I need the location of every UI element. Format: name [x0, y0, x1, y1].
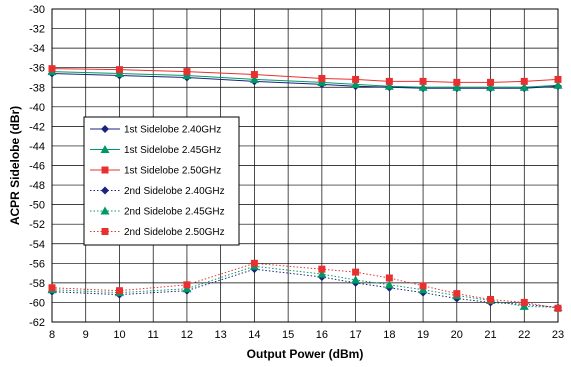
series-lines	[51, 68, 559, 309]
x-tick-label: 20	[451, 329, 463, 341]
data-point	[553, 80, 563, 89]
series-line-0	[51, 73, 559, 89]
data-point	[419, 282, 427, 290]
y-axis-tick-labels: -62 -60 -58 -56 -54 -52 -50 -48 -46 -44 -42 -40 -38 -…	[29, 4, 45, 329]
y-tick-label: -62	[29, 317, 45, 329]
x-tick-label: 21	[484, 329, 496, 341]
y-tick-label: -44	[29, 141, 45, 153]
data-point	[183, 68, 191, 76]
x-tick-label: 16	[316, 329, 328, 341]
x-tick-label: 18	[383, 329, 395, 341]
y-tick-label: -46	[29, 161, 45, 173]
data-point	[519, 82, 529, 91]
data-point	[487, 78, 495, 86]
series-line-4	[51, 265, 559, 308]
data-point	[486, 82, 496, 91]
data-point	[48, 284, 56, 292]
data-point	[115, 287, 123, 295]
legend: 1st Sidelobe 2.40GHz 1st Sidelobe 2.45GHz…	[83, 116, 240, 246]
x-tick-label: 9	[83, 329, 89, 341]
y-tick-label: -56	[29, 258, 45, 270]
data-point	[554, 75, 562, 83]
data-point	[487, 296, 495, 304]
x-tick-label: 11	[147, 329, 158, 341]
series-markers	[47, 65, 563, 312]
series-line-5	[51, 262, 559, 309]
data-point	[418, 82, 428, 91]
data-point	[318, 265, 326, 273]
y-tick-label: -42	[29, 121, 45, 133]
legend-label: 1st Sidelobe 2.45GHz	[124, 145, 221, 156]
x-tick-label: 23	[552, 329, 564, 341]
y-tick-label: -58	[29, 278, 45, 290]
x-tick-label: 13	[215, 329, 227, 341]
legend-marker	[101, 228, 109, 235]
x-tick-label: 10	[113, 329, 125, 341]
legend-label: 1st Sidelobe 2.40GHz	[124, 125, 221, 136]
y-tick-label: -38	[29, 82, 45, 94]
y-tick-label: -30	[29, 4, 45, 16]
series-line-3	[51, 268, 559, 308]
data-point	[351, 275, 361, 284]
data-point	[453, 78, 461, 86]
series-line-1	[51, 71, 559, 88]
y-tick-label: -60	[29, 297, 45, 309]
data-point	[384, 280, 394, 289]
legend-label: 1st Sidelobe 2.50GHz	[124, 166, 221, 177]
y-axis-title: ACPR Sidelobe (dBr)	[8, 106, 22, 225]
data-point	[452, 82, 462, 91]
x-tick-label: 14	[248, 329, 260, 341]
x-tick-label: 12	[181, 329, 193, 341]
data-point	[115, 66, 123, 74]
data-point	[318, 74, 326, 82]
data-point	[520, 77, 528, 85]
legend-label: 2nd Sidelobe 2.50GHz	[124, 227, 225, 238]
legend-marker	[100, 145, 110, 153]
legend-marker	[101, 166, 109, 174]
legend-marker	[101, 186, 109, 195]
data-point	[317, 269, 327, 278]
data-point	[453, 290, 461, 298]
x-tick-label: 8	[49, 329, 55, 341]
data-point	[352, 75, 360, 83]
data-point	[419, 77, 427, 85]
data-point	[249, 74, 259, 83]
data-point	[385, 274, 393, 282]
x-axis-title: Output Power (dBm)	[247, 347, 364, 361]
data-point	[385, 77, 393, 85]
legend-box	[83, 116, 240, 246]
x-tick-label: 17	[349, 329, 361, 341]
data-point	[352, 268, 360, 276]
x-tick-label: 15	[282, 329, 294, 341]
data-point	[520, 298, 528, 306]
legend-label: 2nd Sidelobe 2.45GHz	[124, 207, 225, 218]
series-line-2	[51, 68, 559, 83]
y-tick-label: -50	[29, 200, 45, 212]
y-tick-label: -34	[29, 43, 45, 55]
y-tick-label: -40	[29, 102, 45, 114]
y-tick-label: -32	[29, 24, 45, 36]
y-tick-label: -54	[29, 239, 45, 251]
data-point	[250, 259, 258, 267]
data-point	[48, 65, 56, 73]
y-tick-label: -36	[29, 63, 45, 75]
data-point	[351, 79, 361, 88]
legend-label: 2nd Sidelobe 2.40GHz	[124, 186, 225, 197]
data-point	[384, 81, 394, 90]
data-point	[183, 281, 191, 289]
x-tick-label: 22	[518, 329, 530, 341]
x-axis-tick-labels: 8 9 10 11 12 13 14 15 16 17 18 19 20 21 22 23	[49, 329, 564, 341]
data-point	[554, 304, 562, 312]
data-point	[250, 71, 258, 79]
y-tick-label: -52	[29, 219, 45, 231]
legend-marker	[101, 125, 109, 133]
y-tick-label: -48	[29, 180, 45, 192]
x-tick-label: 19	[417, 329, 429, 341]
legend-marker	[100, 206, 110, 215]
